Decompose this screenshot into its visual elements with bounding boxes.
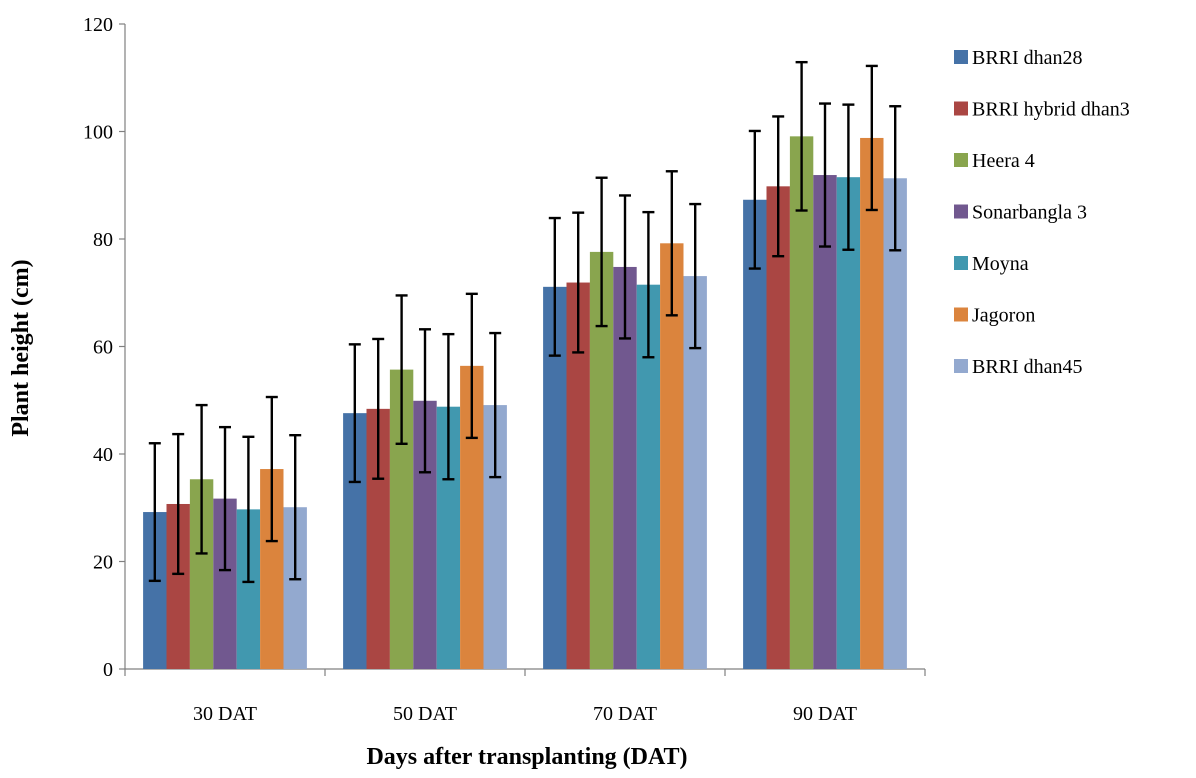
- bar: [813, 175, 837, 669]
- x-tick-label: 70 DAT: [593, 703, 657, 725]
- y-tick-label: 20: [93, 552, 113, 574]
- legend-label: Sonarbangla 3: [972, 202, 1087, 224]
- legend-swatch: [954, 153, 968, 167]
- bar: [413, 400, 437, 669]
- x-tick-label: 90 DAT: [793, 703, 857, 725]
- bar: [543, 286, 567, 669]
- x-tick-label: 50 DAT: [393, 703, 457, 725]
- bar: [566, 282, 590, 669]
- bar: [789, 136, 814, 669]
- legend-swatch: [954, 256, 968, 270]
- x-tick-label: 30 DAT: [193, 703, 257, 725]
- bars: [143, 136, 907, 670]
- bar: [283, 507, 307, 669]
- legend-swatch: [954, 101, 968, 116]
- bar: [143, 512, 167, 669]
- y-tick-label: 0: [103, 659, 113, 681]
- bar: [213, 498, 237, 669]
- bar: [236, 509, 261, 669]
- bar: [683, 276, 707, 669]
- y-axis: 0 20 40 60 80 100 120: [83, 14, 126, 681]
- y-tick-label: 120: [83, 14, 113, 36]
- legend-label: BRRI dhan45: [972, 356, 1083, 378]
- legend-swatch: [954, 359, 968, 373]
- bar: [613, 266, 637, 669]
- bar: [166, 503, 190, 669]
- bar: [189, 479, 214, 669]
- y-tick-label: 80: [93, 229, 113, 251]
- bar: [460, 365, 484, 669]
- bar: [260, 469, 284, 669]
- legend: BRRI dhan28 BRRI hybrid dhan3 Heera 4 Sonar…: [954, 47, 1130, 378]
- legend-label: Jagoron: [972, 305, 1035, 327]
- legend-label: BRRI dhan28: [972, 47, 1083, 69]
- x-axis-title: Days after transplanting (DAT): [366, 744, 687, 770]
- y-axis-title: Plant height (cm): [8, 259, 34, 436]
- legend-label: Heera 4: [972, 150, 1035, 172]
- bar: [366, 408, 390, 669]
- bar: [343, 413, 367, 669]
- legend-swatch: [954, 307, 968, 322]
- y-tick-label: 100: [83, 122, 113, 144]
- bar: [860, 137, 884, 669]
- bar: [636, 284, 661, 669]
- bar: [660, 243, 684, 670]
- legend-label: Moyna: [972, 253, 1029, 275]
- bar: [743, 199, 767, 669]
- legend-label: BRRI hybrid dhan3: [972, 99, 1130, 121]
- bar: [836, 177, 861, 669]
- bar: [483, 405, 507, 669]
- error-bars: [148, 60, 902, 584]
- y-tick-label: 60: [93, 337, 113, 359]
- bar: [766, 186, 790, 669]
- bar: [883, 178, 907, 669]
- bar: [436, 406, 461, 669]
- legend-swatch: [954, 50, 968, 64]
- bar: [589, 251, 614, 669]
- x-axis: 30 DAT 50 DAT 70 DAT 90 DAT: [124, 668, 926, 725]
- y-tick-label: 40: [93, 444, 113, 466]
- legend-swatch: [954, 204, 968, 219]
